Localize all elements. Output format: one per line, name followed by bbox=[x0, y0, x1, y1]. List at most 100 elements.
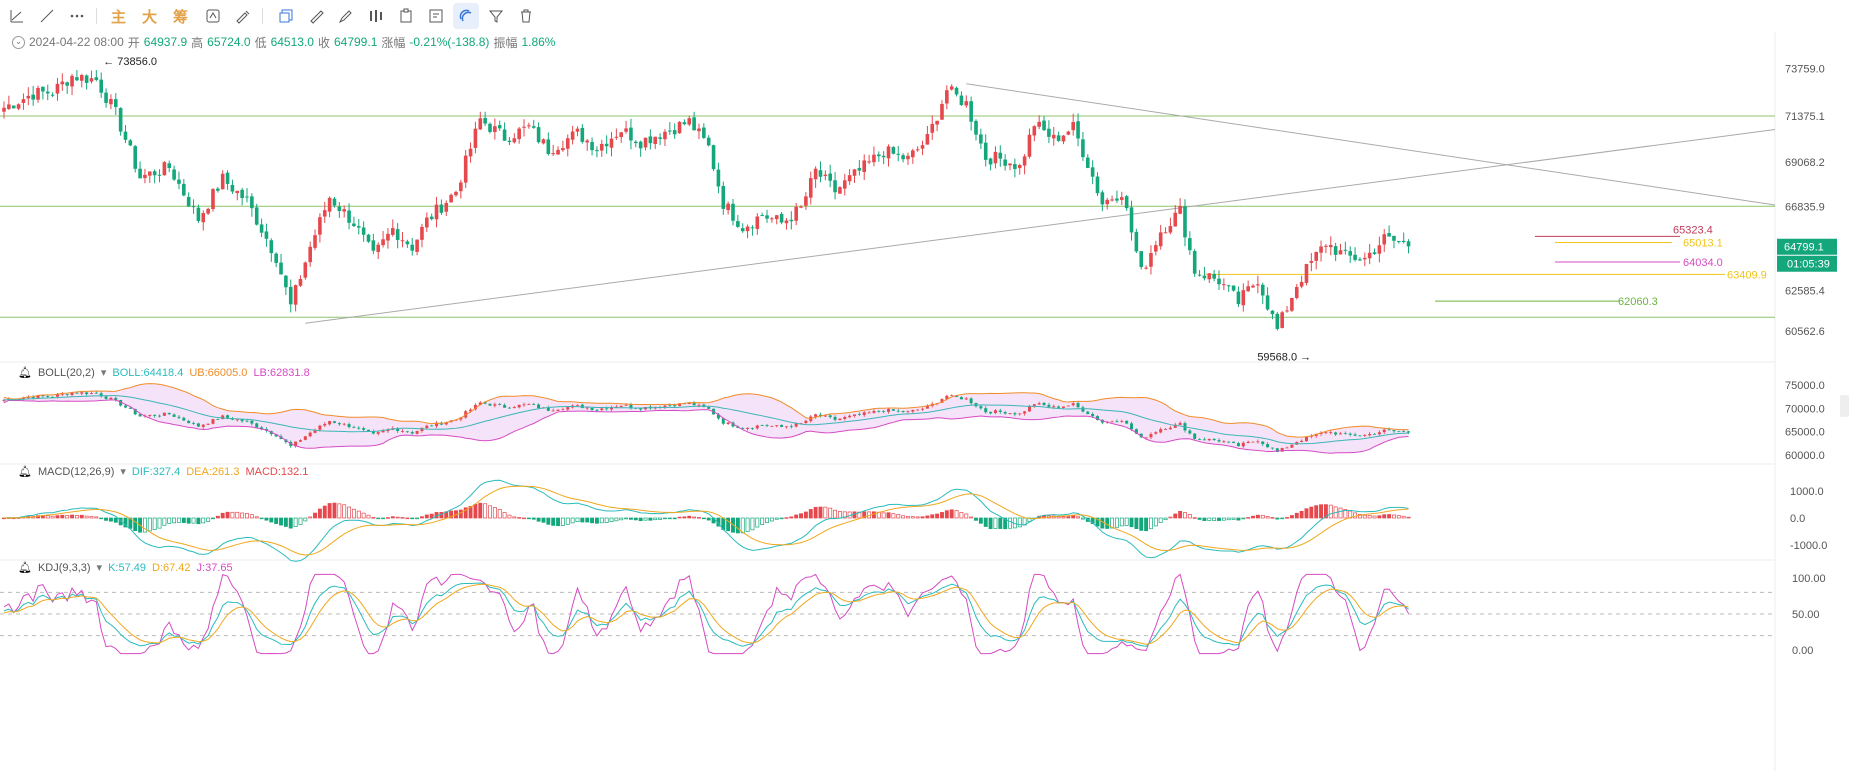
replay-icon[interactable] bbox=[200, 3, 226, 29]
candle-body bbox=[531, 126, 536, 128]
ruler-icon[interactable] bbox=[303, 3, 329, 29]
boll-candle-body bbox=[226, 415, 230, 418]
boll-candle-body bbox=[512, 407, 516, 409]
macd-histogram-bar bbox=[551, 517, 556, 526]
boll-candle-body bbox=[425, 425, 429, 429]
macd-histogram-bar bbox=[220, 512, 225, 519]
boll-candle-body bbox=[1052, 406, 1056, 408]
big-order-toggle[interactable]: 大 bbox=[142, 8, 158, 26]
boll-candle-body bbox=[1047, 404, 1051, 407]
macd-histogram-bar bbox=[123, 517, 128, 528]
boll-candle-body bbox=[585, 407, 589, 409]
brush-icon[interactable] bbox=[230, 3, 256, 29]
candle-body bbox=[954, 87, 959, 95]
note-icon[interactable] bbox=[423, 3, 449, 29]
boll-candle-body bbox=[376, 432, 380, 434]
boll-candle-body bbox=[959, 397, 963, 400]
candle-body bbox=[449, 194, 453, 203]
candle-body bbox=[1372, 252, 1377, 254]
boll-candle-body bbox=[201, 424, 205, 427]
macd-histogram-bar bbox=[488, 505, 492, 519]
macd-histogram-bar bbox=[556, 517, 560, 527]
indicator-icon[interactable] bbox=[363, 3, 389, 29]
dropdown-icon[interactable]: ▾ bbox=[100, 367, 107, 379]
macd-histogram-bar bbox=[541, 517, 546, 523]
macd-histogram-bar bbox=[609, 517, 614, 523]
line-icon[interactable] bbox=[34, 3, 60, 29]
collapse-icon[interactable]: ⌄ bbox=[12, 35, 25, 49]
pen-icon[interactable] bbox=[333, 3, 359, 29]
macd-name[interactable]: MACD(12,26,9) bbox=[37, 465, 115, 478]
boll-candle-body bbox=[575, 404, 579, 406]
macd-histogram-bar bbox=[536, 517, 541, 522]
macd-histogram-bar bbox=[565, 517, 570, 525]
boll-candle-body bbox=[566, 407, 570, 410]
candle-body bbox=[585, 140, 589, 143]
boll-candle-body bbox=[1193, 433, 1197, 439]
candle-body bbox=[502, 129, 507, 141]
dropdown-icon[interactable]: ▾ bbox=[120, 466, 126, 478]
candle-body bbox=[468, 148, 473, 157]
macd-histogram-bar bbox=[1066, 516, 1071, 519]
boll-candle-body bbox=[70, 392, 74, 395]
candle-body bbox=[706, 137, 711, 146]
boll-candle-body bbox=[444, 422, 448, 425]
boll-candle-body bbox=[1154, 432, 1158, 434]
copy-icon[interactable] bbox=[273, 3, 299, 29]
close-label: 收 bbox=[317, 35, 330, 50]
macd-histogram-bar bbox=[799, 513, 803, 519]
boll-candle-body bbox=[104, 396, 108, 399]
candle-body bbox=[677, 121, 682, 134]
magnet-icon[interactable] bbox=[453, 3, 480, 29]
candle-body bbox=[493, 126, 497, 133]
macd-histogram-bar bbox=[322, 505, 327, 519]
boll-candle-body bbox=[1115, 421, 1119, 423]
trend-line-icon[interactable] bbox=[4, 3, 30, 29]
bell-icon[interactable]: 🔔︎ bbox=[18, 466, 32, 478]
main-chart-toggle[interactable]: 主 bbox=[111, 8, 127, 26]
candle-body bbox=[104, 92, 108, 103]
boll-candle-body bbox=[1081, 407, 1085, 412]
boll-candle-body bbox=[1120, 420, 1124, 422]
macd-histogram-bar bbox=[1192, 517, 1197, 519]
filter-icon[interactable] bbox=[483, 3, 509, 29]
candle-body bbox=[721, 186, 726, 209]
candle-body bbox=[1027, 134, 1032, 157]
candle-body bbox=[36, 87, 40, 100]
candle-body bbox=[1290, 297, 1294, 311]
boll-candle-body bbox=[1018, 413, 1022, 415]
clipboard-icon[interactable] bbox=[393, 3, 419, 29]
macd-histogram-bar bbox=[420, 516, 424, 519]
dropdown-icon[interactable]: ▾ bbox=[96, 562, 103, 574]
candle-body bbox=[653, 136, 658, 144]
bell-icon[interactable]: 🔔︎ bbox=[18, 367, 32, 379]
kdj-name[interactable]: KDJ(9,3,3) bbox=[37, 561, 91, 574]
boll-candle-body bbox=[357, 427, 361, 429]
macd-histogram-bar bbox=[327, 503, 332, 519]
candle-body bbox=[906, 155, 910, 160]
macd-histogram-bar bbox=[167, 517, 172, 524]
candle-body bbox=[356, 226, 361, 228]
bell-icon[interactable]: 🔔︎ bbox=[18, 562, 32, 574]
boll-candle-body bbox=[750, 428, 754, 429]
macd-histogram-bar bbox=[740, 517, 745, 534]
high-label: 高 bbox=[191, 35, 204, 50]
candle-body bbox=[1008, 163, 1012, 166]
macd-histogram-bar bbox=[376, 517, 381, 520]
boll-candle-body bbox=[989, 411, 993, 414]
macd-histogram-bar bbox=[512, 516, 517, 519]
candle-body bbox=[1236, 291, 1241, 304]
candle-body bbox=[692, 117, 696, 131]
candle-body bbox=[415, 239, 419, 252]
boll-candle-body bbox=[1236, 443, 1240, 447]
macd-histogram-bar bbox=[172, 517, 177, 524]
boll-candle-body bbox=[561, 409, 565, 411]
boll-candle-body bbox=[964, 398, 968, 400]
candle-body bbox=[21, 99, 26, 103]
more-icon[interactable] bbox=[64, 3, 90, 29]
boll-name[interactable]: BOLL(20,2) bbox=[37, 366, 95, 379]
panel-collapse-handle bbox=[1840, 395, 1849, 417]
chip-toggle[interactable]: 筹 bbox=[173, 8, 189, 26]
trash-icon[interactable] bbox=[513, 3, 539, 29]
